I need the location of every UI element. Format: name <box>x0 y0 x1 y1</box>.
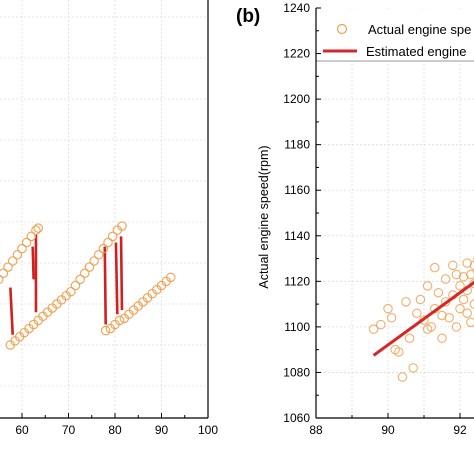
panel-a-point-14 <box>34 224 42 232</box>
panel-b-point-19 <box>438 334 446 342</box>
panel-b-point-21 <box>441 275 449 283</box>
panel-b-x-tick-label-2: 92 <box>453 423 467 437</box>
panel-a-point-13 <box>32 226 40 234</box>
panel-a-point-30 <box>76 275 84 283</box>
panel-a-point-6 <box>0 269 8 277</box>
panel-a-point-8 <box>9 257 17 265</box>
panel-a-point-12 <box>27 232 35 240</box>
panel-a-point-35 <box>99 244 107 252</box>
panel-b-point-32 <box>467 318 474 326</box>
panel-a-point-29 <box>71 281 79 289</box>
panel-b-y-tick-label-2: 1100 <box>284 320 310 334</box>
panel-a-x-tick-label-0: 60 <box>15 423 29 437</box>
panel-a-point-34 <box>95 251 103 259</box>
panel-a-point-9 <box>13 251 21 259</box>
panel-a-x-tick-label-3: 90 <box>155 423 169 437</box>
panel-b-fit-line <box>374 267 474 356</box>
panel-b-point-6 <box>398 373 406 381</box>
panel-a-x-tick-label-4: 100 <box>198 423 218 437</box>
panel-b-point-13 <box>423 282 431 290</box>
panel-b-legend: Actual engine spe Estimated engine <box>316 9 474 62</box>
panel-b-legend-label-estimated: Estimated engine <box>366 44 466 59</box>
panel-a-point-36 <box>104 238 112 246</box>
panel-b-y-tick-label-0: 1060 <box>283 411 310 425</box>
panel-b-point-29 <box>459 295 467 303</box>
panel-b-y-tick-label-1: 1080 <box>283 365 310 379</box>
panel-a-point-7 <box>4 263 12 271</box>
panel-b-point-10 <box>413 309 421 317</box>
panel-b-point-11 <box>416 295 424 303</box>
panel-a-point-32 <box>85 263 93 271</box>
panel-b-point-17 <box>431 263 439 271</box>
panel-a-point-33 <box>90 257 98 265</box>
chart-panel-a: 60 70 80 90 100 <box>0 0 218 437</box>
panel-b-y-axis-label: Actual engine speed(rpm) <box>257 145 271 288</box>
panel-a-red-segment-3 <box>105 247 106 325</box>
panel-a-red-segment-5 <box>121 236 122 310</box>
panel-b-y-tick-label-6: 1180 <box>284 138 310 152</box>
panel-b-point-1 <box>377 320 385 328</box>
panel-b-point-7 <box>402 298 410 306</box>
panel-b-point-24 <box>449 261 457 269</box>
panel-b-point-9 <box>409 364 417 372</box>
panel-b-y-tick-label-5: 1160 <box>284 183 310 197</box>
panel-a-point-31 <box>81 269 89 277</box>
panel-b-y-tick-label-4: 1140 <box>284 229 310 243</box>
panel-a-x-tick-label-1: 70 <box>62 423 76 437</box>
panel-b-point-8 <box>405 334 413 342</box>
panel-b-point-48 <box>463 309 471 317</box>
panel-a-point-37 <box>108 232 116 240</box>
panel-b-legend-label-actual: Actual engine spe <box>368 22 471 37</box>
panel-b-y-tick-label-3: 1120 <box>284 274 310 288</box>
panel-b-x-tick-label-0: 88 <box>309 423 323 437</box>
panel-b-point-47 <box>452 270 460 278</box>
panel-a-x-tick-label-2: 80 <box>108 423 122 437</box>
chart-panel-b: Actual engine spe Estimated engine 1060 108… <box>257 1 474 437</box>
panel-a-plot <box>0 222 175 349</box>
panel-b-label: (b) <box>236 6 260 27</box>
panel-a-red-segment-0 <box>10 288 12 335</box>
panel-b-point-3 <box>387 314 395 322</box>
panel-a-red-segment-4 <box>116 243 117 315</box>
panel-a-point-11 <box>22 238 30 246</box>
panel-b-y-tick-label-7: 1200 <box>283 92 310 106</box>
panel-b-point-46 <box>438 311 446 319</box>
panel-a-red-segment-1 <box>33 247 34 280</box>
panel-b-point-18 <box>434 289 442 297</box>
panel-b-plot <box>369 245 474 381</box>
panel-b-point-35 <box>470 300 474 308</box>
panel-b-x-tick-label-1: 90 <box>381 423 395 437</box>
panel-b-y-tick-label-8: 1220 <box>283 47 310 61</box>
panel-b-y-tick-label-9: 1240 <box>283 1 310 15</box>
